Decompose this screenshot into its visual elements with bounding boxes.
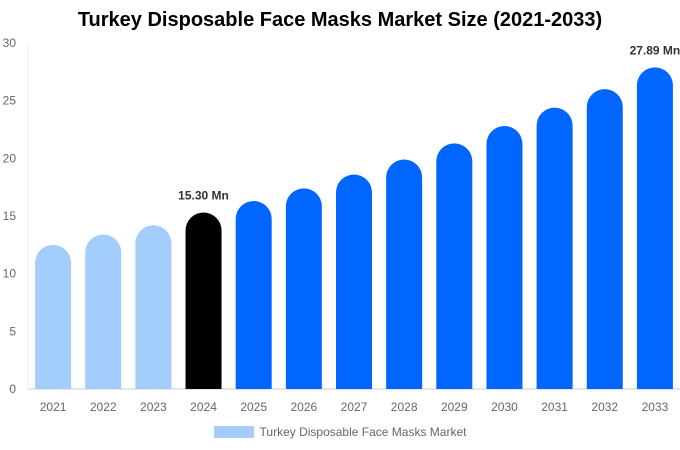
bar bbox=[436, 143, 473, 389]
legend-label: Turkey Disposable Face Masks Market bbox=[259, 425, 467, 439]
x-tick-label: 2029 bbox=[441, 400, 468, 414]
y-tick-label: 0 bbox=[9, 382, 16, 396]
x-tick-label: 2021 bbox=[40, 400, 67, 414]
chart-title: Turkey Disposable Face Masks Market Size… bbox=[77, 9, 603, 31]
bar bbox=[386, 159, 423, 389]
y-tick-label: 30 bbox=[3, 36, 17, 50]
legend-swatch bbox=[213, 426, 254, 438]
bar bbox=[35, 244, 72, 389]
bar bbox=[336, 174, 372, 389]
y-tick-label: 25 bbox=[3, 94, 17, 108]
bar bbox=[586, 89, 623, 389]
bar bbox=[135, 225, 172, 389]
x-tick-label: 2026 bbox=[290, 400, 317, 414]
x-tick-label: 2024 bbox=[190, 400, 217, 414]
legend: Turkey Disposable Face Masks Market bbox=[0, 425, 680, 439]
x-tick-label: 2027 bbox=[341, 400, 368, 414]
bar bbox=[636, 67, 673, 390]
bar bbox=[85, 234, 122, 389]
x-tick-label: 2031 bbox=[541, 400, 568, 414]
bar bbox=[285, 188, 322, 389]
x-tick-label: 2023 bbox=[140, 400, 167, 414]
x-tick-label: 2028 bbox=[391, 400, 418, 414]
x-tick-label: 2032 bbox=[591, 400, 618, 414]
y-tick-label: 10 bbox=[3, 267, 17, 281]
y-tick-label: 5 bbox=[9, 324, 16, 338]
bar bbox=[486, 126, 523, 390]
x-tick-label: 2025 bbox=[240, 400, 267, 414]
x-tick-label: 2033 bbox=[642, 400, 669, 414]
y-tick-label: 15 bbox=[3, 209, 17, 223]
bar bbox=[185, 212, 222, 389]
y-tick-label: 20 bbox=[3, 151, 17, 165]
data-label: 15.30 Mn bbox=[178, 189, 229, 203]
x-tick-label: 2030 bbox=[491, 400, 518, 414]
data-label: 27.89 Mn bbox=[630, 43, 680, 57]
x-tick-label: 2022 bbox=[90, 400, 117, 414]
bar bbox=[235, 201, 272, 389]
bar bbox=[536, 107, 573, 389]
